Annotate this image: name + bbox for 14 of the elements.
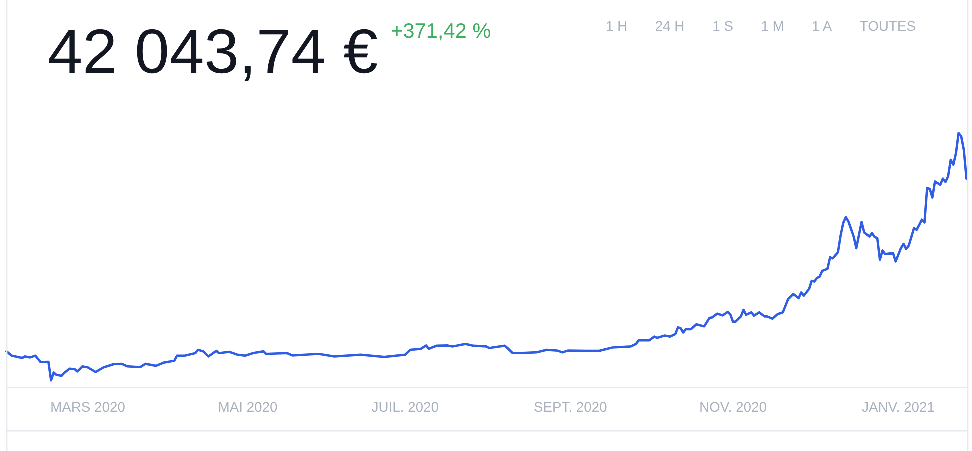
x-tick-label: JUIL. 2020 bbox=[372, 402, 438, 412]
text: 1 A bbox=[813, 21, 832, 31]
chart-title: 42 043,74 € bbox=[49, 29, 378, 81]
x-tick-label: MAI 2020 bbox=[219, 402, 278, 412]
x-tick-label: MARS 2020 bbox=[52, 402, 125, 412]
x-tick-label: JANV. 2021 bbox=[862, 402, 934, 412]
chart-subtitle: +371,42 % bbox=[392, 23, 490, 41]
text: 1 M bbox=[762, 21, 784, 31]
text: 1 S bbox=[714, 21, 733, 32]
text: 24 H bbox=[656, 21, 684, 31]
x-tick-label: SEPT. 2020 bbox=[534, 402, 607, 412]
x-tick-label: NOV. 2020 bbox=[700, 402, 766, 412]
text: TOUTES bbox=[860, 21, 916, 32]
text: 1 H bbox=[607, 21, 626, 31]
